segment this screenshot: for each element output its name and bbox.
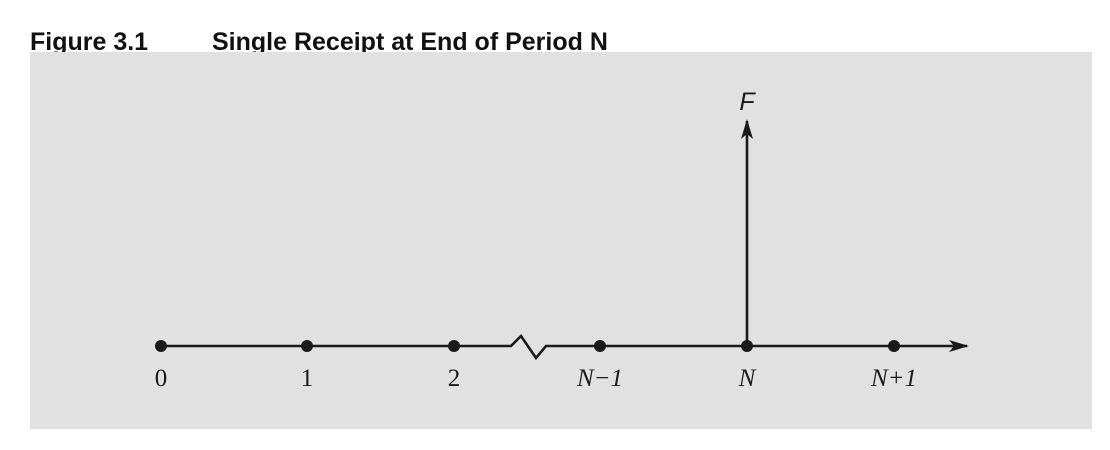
period-label: 1 [301, 365, 314, 392]
period-label: 2 [448, 365, 461, 392]
figure-title: Single Receipt at End of Period N [212, 28, 608, 56]
period-point [448, 340, 460, 352]
period-label: N+1 [870, 365, 917, 392]
period-point [155, 340, 167, 352]
period-point [301, 340, 313, 352]
period-point [888, 340, 900, 352]
period-label: N−1 [576, 365, 623, 392]
figure-number: Figure 3.1 [30, 28, 149, 56]
cash-flow-label: F [739, 88, 756, 116]
period-label: 0 [155, 365, 168, 392]
period-label: N [738, 365, 757, 392]
cash-flow-timeline: 0 1 2 N−1 N N+1 F [155, 88, 969, 392]
time-axis [161, 333, 969, 361]
diagram-panel: 0 1 2 N−1 N N+1 F [30, 52, 1092, 429]
period-point [594, 340, 606, 352]
